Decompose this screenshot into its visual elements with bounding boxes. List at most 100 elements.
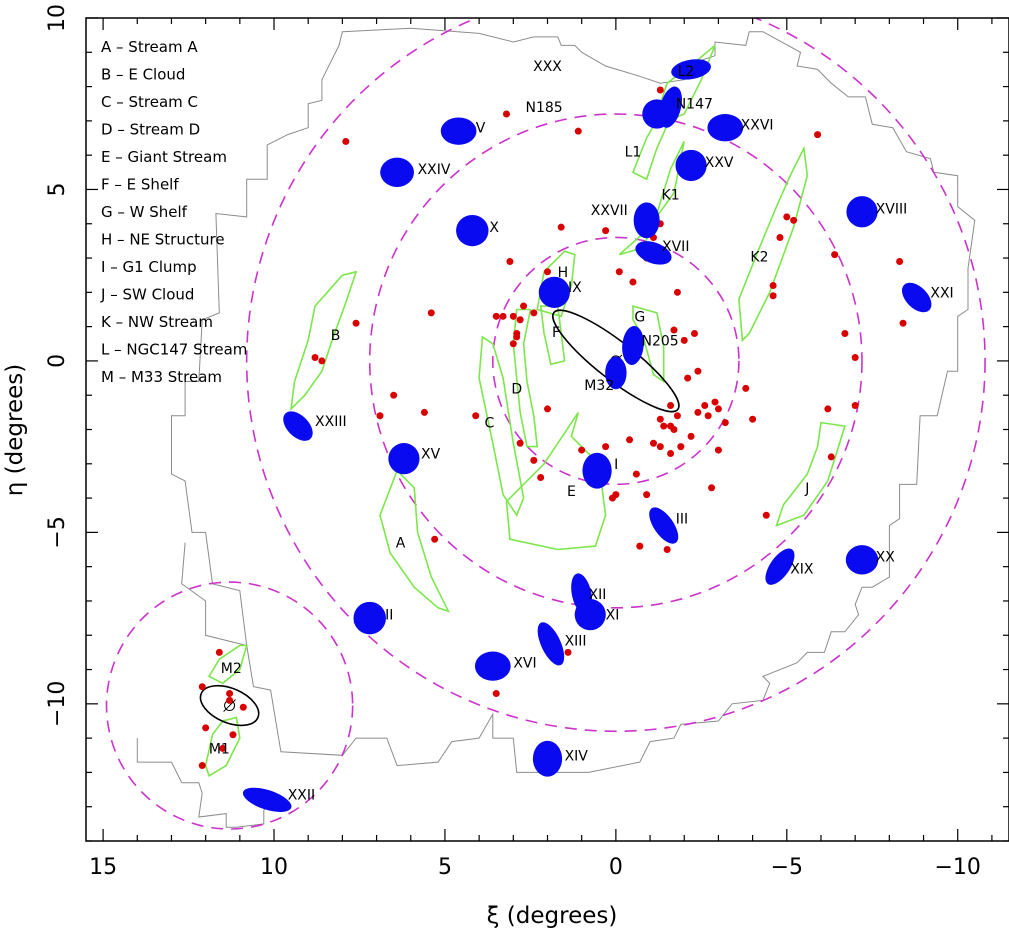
cluster-point [663, 546, 671, 554]
y-axis-label: η (degrees) [2, 364, 28, 496]
cluster-point [841, 329, 849, 337]
legend-entry: D – Stream D [101, 121, 200, 139]
cluster-point [215, 648, 223, 656]
dwarf-label: XII [589, 587, 607, 603]
substructure-label: K1 [662, 188, 680, 204]
cluster-point [544, 268, 551, 276]
dwarf-label: M32 [584, 378, 614, 394]
y-tick-label: 5 [45, 182, 70, 196]
legend-entry: M – M33 Stream [101, 368, 222, 386]
x-tick-label: 5 [438, 855, 452, 880]
cluster-point [677, 443, 685, 451]
cluster-point [492, 312, 500, 320]
cluster-point [667, 450, 675, 458]
cluster-point [694, 408, 702, 416]
cluster-point [318, 357, 326, 365]
cluster-point [226, 690, 234, 698]
cluster-point [352, 319, 360, 327]
cluster-point [537, 474, 545, 482]
substructure-outline [290, 270, 358, 412]
dwarf-galaxy-marker [582, 452, 612, 489]
cluster-point [499, 312, 507, 320]
substructure-label: A [396, 536, 406, 552]
cluster-point [899, 319, 907, 327]
x-tick-label: 15 [89, 855, 117, 880]
x-tick-label: −10 [935, 855, 981, 880]
dwarf-galaxy-marker [353, 601, 386, 635]
substructure-outline [505, 411, 607, 551]
cluster-point [226, 696, 234, 704]
cluster-point [602, 443, 610, 451]
dwarf-galaxy-marker [901, 282, 932, 313]
cluster-point [656, 415, 664, 423]
y-tick-label: 10 [45, 4, 70, 32]
dwarf-label: XXV [705, 155, 734, 171]
cluster-point [851, 401, 859, 409]
cluster-point [506, 257, 514, 265]
cluster-point [649, 439, 657, 447]
dwarf-galaxy-marker [456, 214, 489, 247]
cluster-point [431, 535, 439, 543]
cluster-point [656, 443, 664, 451]
cluster-point [636, 542, 644, 550]
cluster-point [198, 762, 206, 770]
dwarf-galaxies [242, 59, 932, 813]
dwarf-galaxy-marker [675, 149, 707, 182]
cluster-point [516, 439, 524, 447]
substructure-label: H [558, 265, 569, 281]
legend-entry: J – SW Cloud [100, 286, 194, 304]
dwarf-galaxy-marker [765, 548, 795, 585]
cluster-point [578, 446, 586, 454]
dwarf-label: XXVII [591, 203, 628, 219]
y-tick-label: 0 [45, 354, 70, 368]
x-tick-label: −5 [771, 855, 803, 880]
dwarf-galaxy-marker [845, 545, 879, 575]
cluster-point [632, 470, 640, 478]
cluster-point [721, 419, 729, 427]
dwarf-label: XXII [288, 788, 315, 804]
cluster-point [229, 731, 237, 739]
cluster-point [762, 511, 770, 519]
cluster-point [711, 398, 719, 406]
substructure-label: C [484, 416, 494, 432]
dwarf-galaxy-marker [635, 241, 672, 265]
substructure-outline [379, 469, 450, 613]
dwarf-galaxy-marker [659, 86, 683, 128]
cluster-point [831, 251, 839, 259]
dwarf-label: XXIV [418, 162, 451, 178]
cluster-point [824, 405, 832, 413]
cluster-point [769, 281, 777, 289]
cluster-point [376, 412, 384, 420]
substructure-outline [207, 644, 248, 685]
cluster-point [420, 408, 428, 416]
substructure-label: E [567, 484, 576, 500]
legend-entry: I – G1 Clump [101, 258, 197, 276]
radius-circle-3 [105, 581, 354, 830]
cluster-point [342, 137, 350, 145]
substructure-outline [478, 335, 525, 517]
cluster-point [626, 436, 634, 444]
cluster-point [602, 227, 610, 235]
cluster-point [684, 374, 692, 382]
survey-footprint [136, 27, 976, 828]
dwarf-label: III [676, 512, 688, 528]
dwarf-label: XI [606, 608, 620, 624]
substructure-label: M2 [221, 661, 242, 677]
substructure-label: M1 [209, 741, 230, 757]
cluster-point [509, 340, 517, 348]
legend-entry: K – NW Stream [101, 313, 213, 331]
dwarf-galaxy-marker [649, 507, 679, 544]
cluster-point [670, 326, 678, 334]
dwarf-label: XXI [930, 285, 953, 301]
dwarf-galaxy-marker [846, 196, 878, 228]
dwarf-label: XVIII [876, 201, 908, 217]
cluster-point [708, 484, 716, 492]
dwarf-label: N185 [525, 100, 562, 116]
substructure-label: J [804, 481, 809, 497]
x-tick-label: 0 [609, 855, 623, 880]
axes: 15 10 5 0 −5 −10 10 5 0 −5 −10 [45, 4, 1009, 880]
cluster-point [472, 412, 480, 420]
dwarf-label: II [385, 608, 393, 624]
dwarf-label: XV [421, 447, 441, 463]
